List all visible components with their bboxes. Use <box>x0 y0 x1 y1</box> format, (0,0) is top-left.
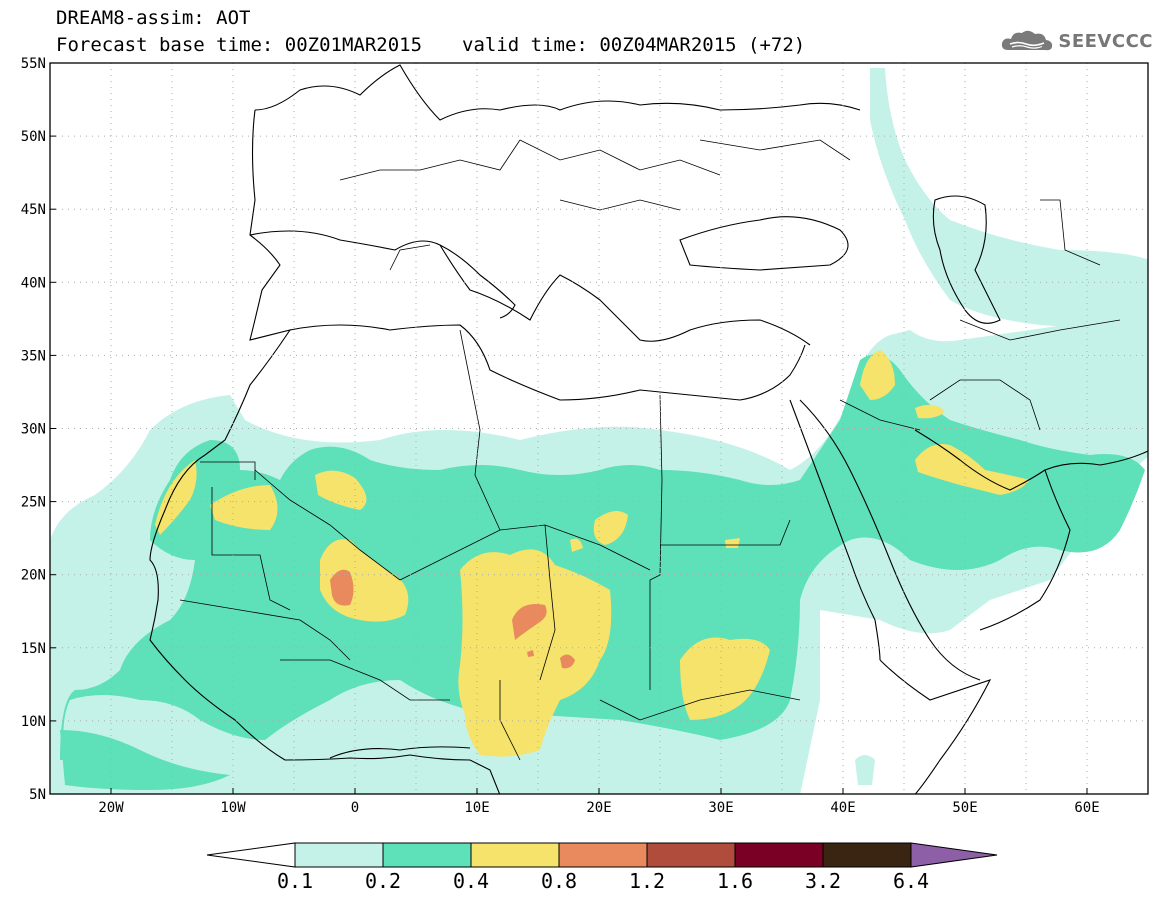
colorbar-label: 0.4 <box>453 869 489 893</box>
lon-axis: 20W 10W 0 10E 20E 30E 40E 50E 60E <box>98 788 1100 816</box>
forecast-times: Forecast base time: 00Z01MAR2015 valid ti… <box>56 35 805 55</box>
lat-axis: 55N 50N 45N 40N 35N 30N 25N 20N 15N 10N 5N <box>21 56 56 803</box>
lon-label: 10E <box>464 800 489 816</box>
colorbar-max-arrow <box>910 842 998 868</box>
lat-label: 55N <box>21 56 46 72</box>
aot-contour-0.1-levant <box>1120 380 1148 430</box>
lon-label: 60E <box>1074 800 1099 816</box>
colorbar-label: 6.4 <box>893 869 929 893</box>
colorbar-label: 3.2 <box>805 869 841 893</box>
colorbar-label: 1.6 <box>717 869 753 893</box>
lon-label: 0 <box>351 800 359 816</box>
colorbar-label: 0.1 <box>277 869 313 893</box>
colorbar-box <box>558 842 648 868</box>
colorbar-box <box>382 842 472 868</box>
colorbar-label: 0.8 <box>541 869 577 893</box>
lon-label: 50E <box>952 800 977 816</box>
country-borders <box>179 139 1121 761</box>
logo-text: SEEVCCC <box>1058 30 1153 52</box>
aot-field <box>50 68 1148 794</box>
colorbar-box <box>822 842 912 868</box>
lon-label: 40E <box>830 800 855 816</box>
colorbar-min-arrow <box>206 842 296 868</box>
colorbar-label: 1.2 <box>629 869 665 893</box>
lon-label: 30E <box>708 800 733 816</box>
lat-label: 50N <box>21 129 46 145</box>
lon-label: 10W <box>220 800 246 816</box>
lat-label: 10N <box>21 714 46 730</box>
cloud-icon <box>1002 30 1053 51</box>
lon-label: 20E <box>586 800 611 816</box>
lat-label: 5N <box>29 787 46 803</box>
aot-contour-0.2 <box>60 354 1145 760</box>
colorbar: 0.1 0.2 0.4 0.8 1.2 1.6 3.2 6.4 <box>206 842 998 893</box>
colorbar-box <box>470 842 560 868</box>
colorbar-box <box>294 842 384 868</box>
lat-label: 15N <box>21 641 46 657</box>
lat-label: 35N <box>21 348 46 364</box>
colorbar-box <box>646 842 736 868</box>
coastlines <box>149 64 1148 794</box>
seevccc-logo: SEEVCCC <box>1000 28 1153 54</box>
lat-label: 40N <box>21 275 46 291</box>
colorbar-label: 0.2 <box>365 869 401 893</box>
lon-label: 20W <box>98 800 124 816</box>
aot-contour-0.8 <box>330 569 354 606</box>
lat-label: 45N <box>21 202 46 218</box>
lat-label: 25N <box>21 495 46 511</box>
lat-label: 20N <box>21 568 46 584</box>
aot-contour-0.1-caspian <box>870 68 1148 327</box>
lat-label: 30N <box>21 422 46 438</box>
valid-time: valid time: 00Z04MAR2015 (+72) <box>462 34 806 56</box>
base-time: Forecast base time: 00Z01MAR2015 <box>56 34 423 56</box>
map-title: DREAM8-assim: AOT <box>56 7 251 29</box>
colorbar-box <box>734 842 824 868</box>
